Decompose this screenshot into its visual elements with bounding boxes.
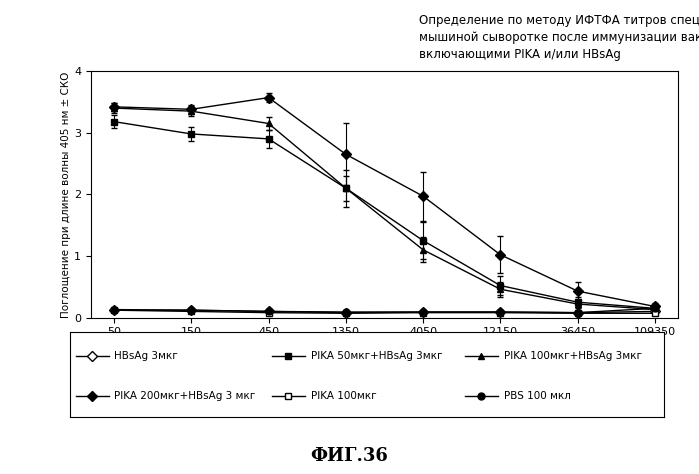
Text: HBsAg 3мкг: HBsAg 3мкг — [115, 351, 178, 361]
X-axis label: Разбавление 1 к: Разбавление 1 к — [333, 343, 435, 356]
Text: Определение по методу ИФТФА титров специфических IgG2a в
мышиной сыворотке после: Определение по методу ИФТФА титров специ… — [419, 14, 699, 61]
Text: PIKA 50мкг+HBsAg 3мкг: PIKA 50мкг+HBsAg 3мкг — [310, 351, 442, 361]
Text: PIKA 100мкг+HBsAg 3мкг: PIKA 100мкг+HBsAg 3мкг — [503, 351, 642, 361]
Text: PIKA 200мкг+HBsAg 3 мкг: PIKA 200мкг+HBsAg 3 мкг — [115, 391, 256, 401]
Text: PBS 100 мкл: PBS 100 мкл — [503, 391, 570, 401]
Text: PIKA 100мкг: PIKA 100мкг — [310, 391, 376, 401]
Y-axis label: Поглощение при длине волны 405 нм ± СКО: Поглощение при длине волны 405 нм ± СКО — [62, 71, 71, 318]
Text: ФИГ.36: ФИГ.36 — [310, 447, 389, 465]
